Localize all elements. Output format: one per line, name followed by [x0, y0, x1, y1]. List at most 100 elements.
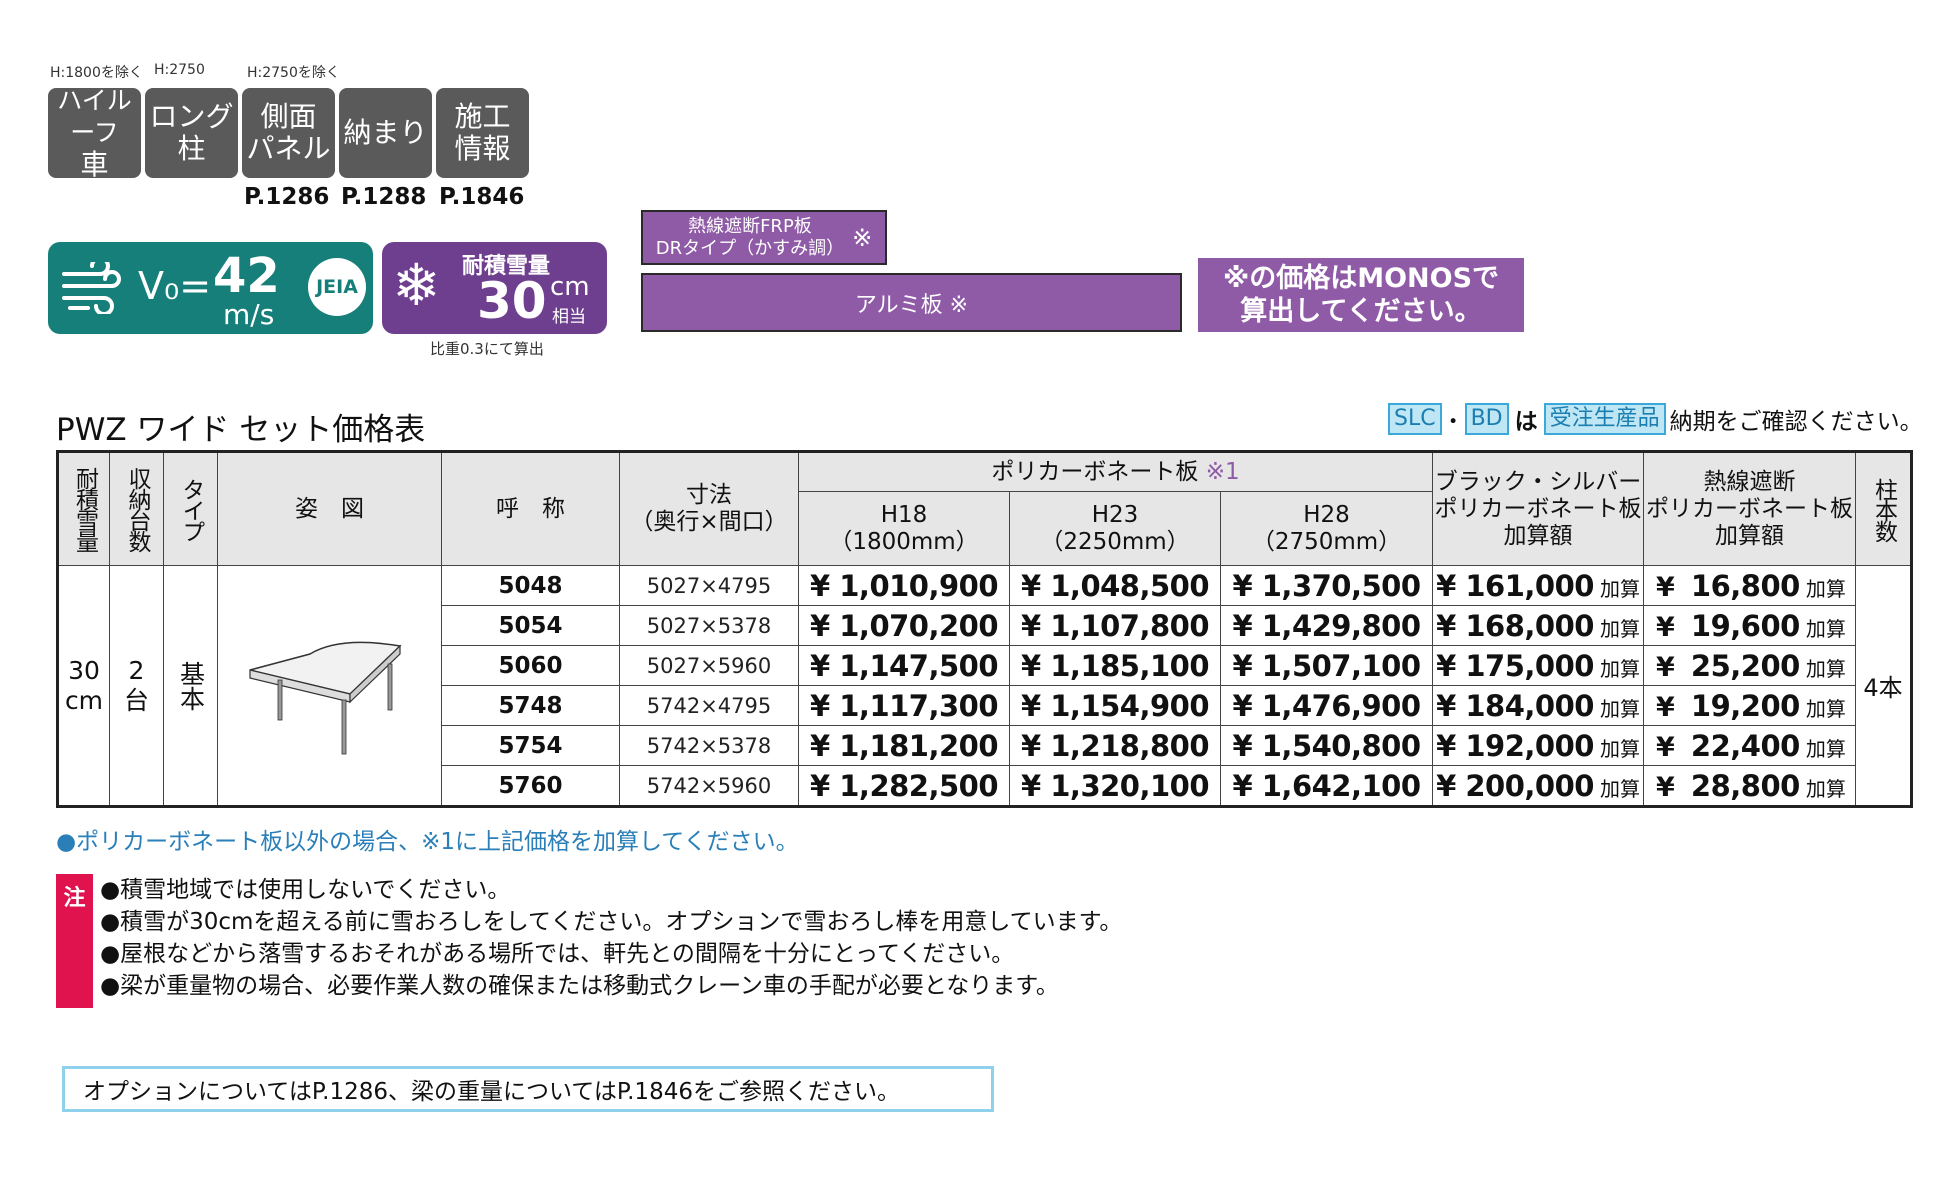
model-name: 5060	[441, 645, 620, 686]
add-label: 加算	[1805, 776, 1846, 801]
table-row: 5754 5742×5378 ¥ 1,181,200 ¥ 1,218,800 ¥ 1,5…	[58, 725, 1912, 766]
black-silver-amount: ¥ 161,000	[1436, 568, 1594, 603]
tile-label: ロング	[149, 100, 234, 133]
tile-side-panel[interactable]: 側面 パネル	[242, 88, 335, 178]
header-size-line-1: 寸法	[686, 482, 732, 508]
tile-high-roof[interactable]: ハイルーフ車	[48, 86, 141, 181]
header-h23-label: H23	[1091, 501, 1139, 528]
reference-box: オプションについてはP.1286、梁の重量についてはP.1846をご参照ください…	[62, 1066, 994, 1112]
add-label: 加算	[1599, 616, 1640, 641]
heat-shield-amount: 25,200	[1690, 648, 1800, 683]
size-value: 5027×5960	[619, 645, 799, 686]
figure-cell	[217, 565, 442, 807]
frp-line-2: DRタイプ（かすみ調）	[655, 237, 845, 259]
size-value: 5742×5378	[619, 725, 799, 766]
posts-cell: 4本	[1855, 565, 1913, 807]
add-label: 加算	[1599, 576, 1640, 601]
price-table-body: 30 cm 2 台基本 5048 5027×4795 ¥ 1,010,900 ¥ 1,048…	[57, 565, 1913, 807]
tile-label: 情報	[454, 132, 511, 165]
yen-sign: ¥	[1656, 571, 1675, 603]
snow-cell: 30 cm	[57, 565, 110, 807]
tile-label: パネル	[246, 132, 331, 165]
header-h18: H18 （1800mm）	[798, 491, 1010, 566]
header-h28-sub: （2750mm）	[1251, 528, 1402, 555]
size-value: 5742×4795	[619, 685, 799, 726]
heat-shield-amount: 19,600	[1690, 608, 1800, 643]
jeia-text: JEIA	[316, 276, 358, 298]
snowflake-icon: ❄	[392, 251, 441, 319]
add-label: 加算	[1805, 736, 1846, 761]
snow-unit: cm	[550, 272, 590, 302]
aluminum-label: アルミ板 ※	[854, 292, 969, 318]
tag-bd: BD	[1464, 403, 1509, 435]
price-h18: ¥ 1,070,200	[798, 605, 1010, 646]
black-silver-amount: ¥ 200,000	[1436, 768, 1594, 803]
price-h18: ¥ 1,181,200	[798, 725, 1010, 766]
header-h28: H28 （2750mm）	[1219, 491, 1434, 566]
header-size: 寸法 （奥行×間口）	[619, 451, 799, 566]
price-h23: ¥ 1,154,900	[1009, 685, 1221, 726]
header-h18-label: H18	[880, 501, 928, 528]
tile-note-1: H:1800を除く	[50, 65, 143, 81]
tile-label: 柱	[177, 132, 206, 165]
heat-shield-amount: 28,800	[1690, 768, 1800, 803]
add-label: 加算	[1805, 656, 1846, 681]
frp-line-1: 熱線遮断FRP板	[688, 215, 812, 237]
price-h28: ¥ 1,540,800	[1219, 725, 1434, 766]
model-name: 5748	[441, 685, 620, 726]
snow-value: 30	[477, 272, 547, 330]
snow-unit-2: 相当	[552, 307, 586, 327]
page-title: PWZ ワイド セット価格表	[56, 412, 426, 448]
caution-item: ●積雪地域では使用しないでください。	[100, 877, 511, 903]
wind-resistance-badge: V₀= 42 m/s JEIA	[48, 242, 373, 334]
snow-label: 耐積雪量	[462, 254, 551, 279]
header-heat-line-2: ポリカーボネート板	[1646, 495, 1854, 522]
add-label: 加算	[1599, 776, 1640, 801]
yen-sign: ¥	[1656, 691, 1675, 723]
table-row: 30 cm 2 台基本 5048 5027×4795 ¥ 1,010,900 ¥ 1,048…	[57, 565, 1913, 807]
caution-item: ●屋根などから落雪するおそれがある場所では、軒先との間隔を十分にとってください。	[100, 941, 1015, 967]
caution-list: ●積雪地域では使用しないでください。 ●積雪が30cmを超える前に雪おろしをして…	[100, 874, 1122, 1002]
add-label: 加算	[1599, 696, 1640, 721]
black-silver-add: ¥ 200,000 加算	[1432, 765, 1645, 807]
page-ref-1286[interactable]: P.1286	[244, 184, 330, 210]
tag-slc: SLC	[1388, 403, 1442, 435]
page-ref-1288[interactable]: P.1288	[341, 184, 427, 210]
tile-label: 車	[80, 148, 109, 181]
header-black-silver: ブラック・シルバー ポリカーボネート板 加算額	[1432, 451, 1645, 566]
page-ref-1846[interactable]: P.1846	[439, 184, 525, 210]
type-cell: 基本	[163, 565, 218, 807]
add-label: 加算	[1599, 736, 1640, 761]
black-silver-add: ¥ 175,000 加算	[1432, 645, 1645, 686]
caution-item: ●積雪が30cmを超える前に雪おろしをしてください。オプションで雪おろし棒を用意…	[100, 909, 1123, 935]
header-black-line-1: ブラック・シルバー	[1434, 468, 1642, 495]
caution-label: 注	[56, 874, 93, 1008]
price-table: 耐積雪量 収納台数 タイプ 姿 図 呼 称 寸法 （奥行×間口） ポリカーボネー…	[56, 450, 1914, 808]
price-h28: ¥ 1,429,800	[1219, 605, 1434, 646]
table-row: 5060 5027×5960 ¥ 1,147,500 ¥ 1,185,100 ¥ 1,5…	[58, 645, 1912, 686]
tag-dot: ・	[1441, 409, 1465, 435]
add-label: 加算	[1805, 576, 1846, 601]
confirm-text: 納期をご確認ください。	[1669, 409, 1923, 435]
price-h18: ¥ 1,282,500	[798, 765, 1010, 807]
tile-long-post[interactable]: ロング柱	[145, 88, 238, 178]
count-cell-value: 2	[128, 655, 145, 685]
price-h18: ¥ 1,147,500	[798, 645, 1010, 686]
header-type: タイプ	[163, 451, 218, 566]
header-posts: 柱本数	[1855, 451, 1913, 566]
header-poly-label: ポリカーボネート板	[991, 458, 1199, 485]
monos-line-1: ※の価格はMONOSで	[1222, 263, 1500, 294]
jeia-logo: JEIA	[308, 258, 366, 316]
monos-line-2: 算出してください。	[1240, 296, 1482, 327]
heat-shield-amount: 16,800	[1690, 568, 1800, 603]
wind-icon	[62, 262, 121, 314]
header-size-line-2: （奥行×間口）	[630, 509, 788, 535]
black-silver-add: ¥ 184,000 加算	[1432, 685, 1645, 726]
heat-shield-add: ¥22,400 加算	[1643, 725, 1857, 766]
tile-install-info[interactable]: 施工 情報	[436, 88, 529, 178]
add-label: 加算	[1805, 696, 1846, 721]
tile-fit[interactable]: 納まり	[339, 88, 432, 178]
header-h23: H23 （2250mm）	[1009, 491, 1221, 566]
wind-unit: m/s	[223, 298, 275, 331]
